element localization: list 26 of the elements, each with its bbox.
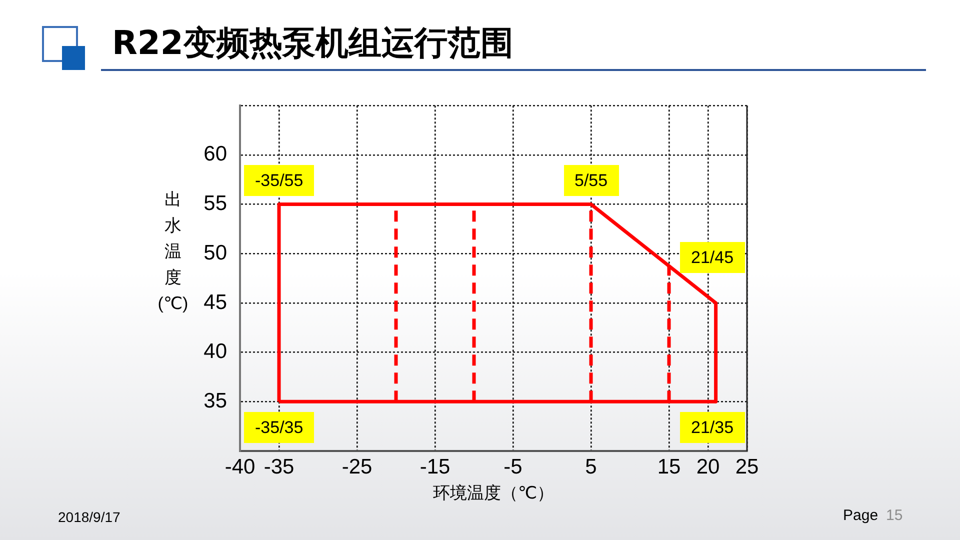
y-axis-title: 出水温度(℃) <box>157 189 189 315</box>
annotation: -35/55 <box>244 165 314 196</box>
x-tick-label: -15 <box>420 455 450 478</box>
text: 2018/9/17 <box>58 509 120 525</box>
annotation: 21/45 <box>680 242 745 273</box>
text: Page <box>843 507 878 524</box>
y-tick-label: 60 <box>204 142 227 166</box>
y-tick-label: 45 <box>204 290 227 314</box>
x-tick-label: 5 <box>585 455 597 478</box>
y-tick-label: 50 <box>204 241 227 264</box>
x-tick-label: 20 <box>696 455 720 478</box>
x-tick-label: -5 <box>504 455 522 478</box>
text: 15 <box>886 507 903 524</box>
y-tick-label: 55 <box>204 192 227 216</box>
chart-title: R22变频热泵机组运行范围 <box>112 22 514 64</box>
x-tick-label: -25 <box>342 455 372 478</box>
x-tick-label: 15 <box>657 455 681 478</box>
x-tick-label: -35 <box>264 455 294 478</box>
annotation: 5/55 <box>564 165 619 196</box>
x-tick-label: 25 <box>735 455 759 478</box>
annotation: 21/35 <box>680 412 745 443</box>
x-axis-title: 环境温度（℃） <box>432 483 554 502</box>
x-tick-label: -40 <box>224 455 256 478</box>
annotation: -35/35 <box>244 412 314 443</box>
y-tick-label: 40 <box>204 340 227 364</box>
y-tick-label: 35 <box>204 389 227 412</box>
